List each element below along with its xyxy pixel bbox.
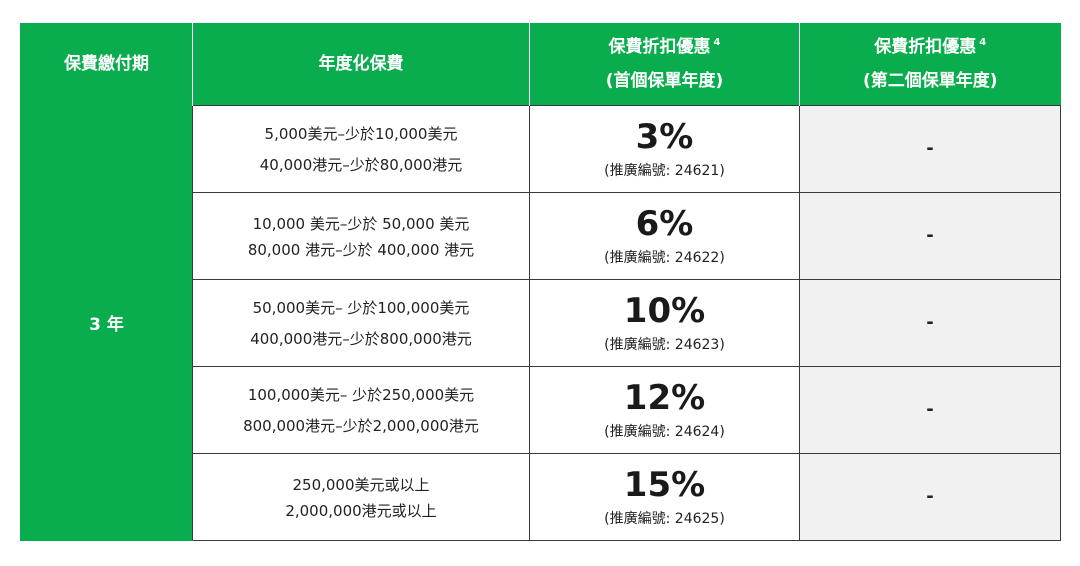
second-year-discount-cell: - bbox=[799, 191, 1061, 280]
table-row: 50,000美元– 少於100,000美元 400,000港元–少於800,00… bbox=[21, 278, 1061, 367]
header-payment-term: 保費繳付期 bbox=[20, 23, 193, 105]
table-row: 250,000美元或以上 2,000,000港元或以上 15% (推廣編號: 2… bbox=[21, 452, 1061, 541]
footnote-marker: 4 bbox=[979, 36, 987, 48]
promo-code: (推廣編號: 24621) bbox=[604, 162, 725, 179]
premium-usd: 100,000美元– 少於250,000美元 bbox=[247, 385, 475, 404]
footnote-marker: 4 bbox=[713, 36, 721, 48]
premium-hkd: 800,000港元–少於2,000,000港元 bbox=[243, 416, 479, 435]
premium-hkd: 40,000港元–少於80,000港元 bbox=[259, 155, 463, 174]
discount-percent: 12% bbox=[623, 377, 706, 418]
discount-percent: 6% bbox=[635, 203, 694, 244]
header-first-year-discount: 保費折扣優惠 4 (首個保單年度) bbox=[529, 23, 800, 105]
premium-range-cell: 250,000美元或以上 2,000,000港元或以上 bbox=[192, 452, 530, 541]
promo-code: (推廣編號: 24622) bbox=[604, 249, 725, 266]
premium-discount-table: 保費繳付期 年度化保費 保費折扣優惠 4 (首個保單年度) 保費折扣優惠 4 (第二… bbox=[20, 23, 1061, 541]
first-year-discount-cell: 6% (推廣編號: 24622) bbox=[529, 191, 800, 280]
first-year-discount-cell: 3% (推廣編號: 24621) bbox=[529, 104, 800, 193]
premium-usd: 50,000美元– 少於100,000美元 bbox=[252, 298, 470, 317]
premium-hkd: 400,000港元–少於800,000港元 bbox=[250, 329, 472, 348]
discount-percent: 10% bbox=[623, 290, 706, 331]
first-year-discount-cell: 12% (推廣編號: 24624) bbox=[529, 365, 800, 454]
discount-percent: 15% bbox=[623, 464, 706, 505]
premium-range-cell: 5,000美元–少於10,000美元 40,000港元–少於80,000港元 bbox=[192, 104, 530, 193]
table-row: 10,000 美元–少於 50,000 美元 80,000 港元–少於 400,… bbox=[21, 191, 1061, 280]
second-year-discount-cell: - bbox=[799, 365, 1061, 454]
table-row: 100,000美元– 少於250,000美元 800,000港元–少於2,000… bbox=[21, 365, 1061, 454]
premium-discount-table-container: 保費繳付期 年度化保費 保費折扣優惠 4 (首個保單年度) 保費折扣優惠 4 (第二… bbox=[20, 23, 1061, 541]
first-year-discount-cell: 10% (推廣編號: 24623) bbox=[529, 278, 800, 367]
table-row: 3 年 5,000美元–少於10,000美元 40,000港元–少於80,000… bbox=[20, 104, 1061, 541]
premium-range-cell: 10,000 美元–少於 50,000 美元 80,000 港元–少於 400,… bbox=[192, 191, 530, 280]
second-year-discount-cell: - bbox=[799, 452, 1061, 541]
second-year-discount-cell: - bbox=[799, 104, 1061, 193]
premium-usd: 10,000 美元–少於 50,000 美元 bbox=[252, 214, 470, 233]
second-year-discount-cell: - bbox=[799, 278, 1061, 367]
premium-hkd: 80,000 港元–少於 400,000 港元 bbox=[247, 240, 475, 259]
premium-range-cell: 100,000美元– 少於250,000美元 800,000港元–少於2,000… bbox=[192, 365, 530, 454]
table-header-row: 保費繳付期 年度化保費 保費折扣優惠 4 (首個保單年度) 保費折扣優惠 4 (第二… bbox=[20, 23, 1061, 105]
promo-code: (推廣編號: 24623) bbox=[604, 336, 725, 353]
first-year-discount-cell: 15% (推廣編號: 24625) bbox=[529, 452, 800, 541]
promo-code: (推廣編號: 24625) bbox=[604, 510, 725, 527]
header-second-year-discount: 保費折扣優惠 4 (第二個保單年度) bbox=[799, 23, 1061, 105]
premium-usd: 5,000美元–少於10,000美元 bbox=[264, 124, 458, 143]
header-annualized-premium: 年度化保費 bbox=[192, 23, 530, 105]
payment-term-cell: 3 年 bbox=[20, 104, 193, 541]
premium-range-cell: 50,000美元– 少於100,000美元 400,000港元–少於800,00… bbox=[192, 278, 530, 367]
promo-code: (推廣編號: 24624) bbox=[604, 423, 725, 440]
discount-percent: 3% bbox=[635, 116, 694, 157]
premium-hkd: 2,000,000港元或以上 bbox=[285, 501, 437, 520]
premium-usd: 250,000美元或以上 bbox=[292, 475, 430, 494]
